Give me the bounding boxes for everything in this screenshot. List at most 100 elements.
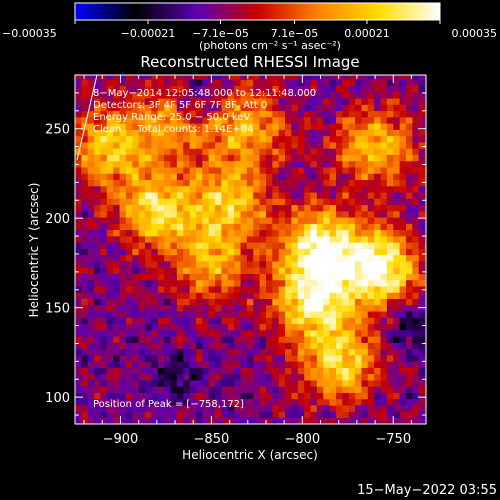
heatmap-cell — [106, 386, 114, 393]
heatmap-cell — [405, 79, 413, 87]
heatmap-cell — [285, 117, 292, 124]
heatmap-cell — [138, 323, 146, 331]
heatmap-cell — [297, 160, 305, 168]
heatmap-cell — [240, 185, 248, 193]
heatmap-cell — [367, 323, 375, 331]
heatmap-cell — [246, 323, 254, 331]
heatmap-cell — [335, 392, 343, 400]
heatmap-cell — [272, 298, 279, 306]
heatmap-cell — [119, 98, 127, 105]
heatmap-cell — [125, 75, 133, 80]
heatmap-cell — [151, 85, 159, 93]
heatmap-cell — [405, 336, 413, 343]
heatmap-cell — [221, 217, 229, 224]
heatmap-cell — [348, 135, 356, 143]
heatmap-cell — [94, 367, 101, 375]
heatmap-cell — [380, 129, 388, 137]
heatmap-cell — [297, 104, 305, 112]
heatmap-cell — [253, 148, 260, 155]
heatmap-cell — [291, 267, 299, 274]
heatmap-cell — [405, 323, 413, 331]
heatmap-cell — [361, 311, 369, 318]
heatmap-cell — [348, 198, 356, 206]
heatmap-cell — [348, 267, 356, 274]
heatmap-cell — [253, 154, 260, 162]
heatmap-cell — [323, 217, 330, 224]
heatmap-cell — [342, 223, 350, 231]
heatmap-cell — [386, 342, 394, 350]
heatmap-cell — [265, 298, 273, 306]
heatmap-cell — [310, 330, 318, 337]
heatmap-cell — [265, 286, 273, 293]
heatmap-cell — [195, 135, 203, 143]
heatmap-cell — [393, 85, 400, 93]
heatmap-cell — [380, 317, 388, 325]
heatmap-cell — [380, 248, 388, 256]
heatmap-cell — [164, 336, 171, 343]
heatmap-cell — [342, 192, 350, 199]
heatmap-cell — [412, 211, 420, 218]
heatmap-cell — [132, 348, 139, 356]
heatmap-cell — [138, 292, 146, 300]
heatmap-cell — [399, 367, 407, 375]
heatmap-cell — [100, 355, 108, 362]
heatmap-cell — [100, 273, 108, 281]
heatmap-cell — [259, 236, 267, 243]
heatmap-cell — [355, 117, 362, 124]
heatmap-cell — [316, 236, 324, 243]
heatmap-cell — [265, 92, 273, 99]
heatmap-cell — [151, 417, 159, 424]
heatmap-cell — [100, 185, 108, 193]
heatmap-cell — [291, 361, 299, 368]
heatmap-cell — [227, 154, 235, 162]
heatmap-cell — [227, 292, 235, 300]
heatmap-cell — [240, 386, 248, 393]
heatmap-cell — [164, 342, 171, 350]
heatmap-cell — [215, 236, 222, 243]
heatmap-cell — [221, 398, 229, 406]
heatmap-cell — [342, 373, 350, 381]
heatmap-cell — [138, 254, 146, 262]
heatmap-cell — [361, 336, 369, 343]
heatmap-cell — [329, 248, 337, 256]
heatmap-cell — [329, 254, 337, 262]
annotation-time-range: 8−May−2014 12:05:48.000 to 12:11:48.000 — [93, 88, 316, 99]
heatmap-cell — [265, 236, 273, 243]
heatmap-cell — [81, 98, 89, 105]
heatmap-cell — [164, 135, 171, 143]
heatmap-cell — [176, 380, 184, 387]
heatmap-cell — [215, 179, 222, 187]
heatmap-cell — [246, 298, 254, 306]
heatmap-cell — [176, 198, 184, 206]
heatmap-cell — [75, 192, 82, 199]
heatmap-cell — [355, 129, 362, 137]
heatmap-cell — [304, 273, 311, 281]
heatmap-cell — [304, 192, 311, 199]
heatmap-cell — [418, 355, 426, 362]
heatmap-cell — [189, 254, 197, 262]
heatmap-cell — [240, 198, 248, 206]
heatmap-cell — [125, 198, 133, 206]
heatmap-cell — [94, 192, 101, 199]
heatmap-cell — [374, 267, 381, 274]
heatmap-cell — [246, 261, 254, 268]
heatmap-cell — [374, 298, 381, 306]
heatmap-cell — [145, 110, 152, 118]
heatmap-cell — [240, 179, 248, 187]
heatmap-cell — [329, 405, 337, 412]
heatmap-cell — [81, 85, 89, 93]
heatmap-cell — [164, 279, 171, 287]
heatmap-cell — [183, 405, 190, 412]
heatmap-cell — [412, 236, 420, 243]
colorbar-ticks: −0.00035 −0.00021 −7.1e−05 7.1e−05 0.00021 0.… — [2, 20, 497, 40]
heatmap-cell — [106, 154, 114, 162]
heatmap-cell — [227, 79, 235, 87]
heatmap-cell — [316, 298, 324, 306]
heatmap-cell — [125, 110, 133, 118]
heatmap-cell — [227, 273, 235, 281]
heatmap-cell — [234, 317, 241, 325]
heatmap-cell — [291, 336, 299, 343]
heatmap-cell — [132, 267, 139, 274]
heatmap-cell — [335, 229, 343, 237]
heatmap-cell — [297, 129, 305, 137]
